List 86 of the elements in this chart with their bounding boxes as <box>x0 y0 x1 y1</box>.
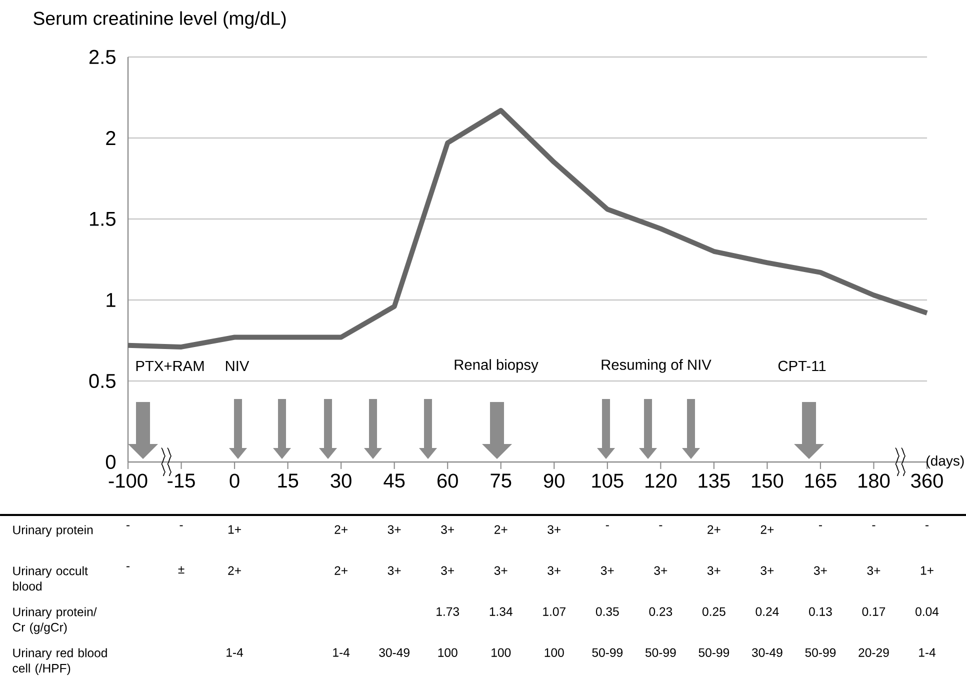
text: 20-29 <box>858 648 889 657</box>
text: 0.17 <box>862 607 886 616</box>
text: 1.07 <box>543 607 566 616</box>
text: 3+ <box>654 566 668 575</box>
text: 3+ <box>867 566 880 575</box>
x-tick-label: 180 <box>858 474 890 488</box>
text: 1-4 <box>226 648 244 657</box>
text: 1.73 <box>436 607 460 616</box>
y-tick-label: Urinary protein/ Cr (g/gCr) <box>12 607 97 634</box>
text: - <box>659 525 662 526</box>
text: - <box>818 525 822 526</box>
x-tick-label: 150 <box>752 474 784 488</box>
text: 2+ <box>760 525 774 534</box>
text: - <box>872 525 876 526</box>
annotation: CPT-11 <box>778 360 826 372</box>
text: 0.13 <box>809 607 832 616</box>
x-tick-label: 0 <box>230 474 240 488</box>
text: 1-4 <box>919 648 936 657</box>
x-tick-label: -100 <box>108 474 148 488</box>
y-tick-label: 1 <box>106 293 116 307</box>
text: 1+ <box>228 525 241 534</box>
y-axis-title: Serum creatinine level (mg/dL) <box>34 11 286 29</box>
y-tick-label: Urinary occult blood <box>13 566 88 591</box>
x-tick-label: 45 <box>384 474 405 488</box>
text: 3+ <box>388 566 401 575</box>
text: - <box>126 566 130 568</box>
text: 3+ <box>441 566 454 575</box>
text: 3+ <box>600 566 614 575</box>
y-tick-label: 2.5 <box>90 50 116 64</box>
text: 1-4 <box>333 648 350 657</box>
text: 3+ <box>388 525 401 534</box>
text: - <box>126 525 130 526</box>
text: 2+ <box>708 525 720 534</box>
text: 0.04 <box>916 607 939 616</box>
annotation: PTX+RAM <box>136 360 204 372</box>
x-tick-label: 135 <box>698 474 730 488</box>
x-tick-label: 360 <box>911 474 943 488</box>
text: 2+ <box>334 566 348 575</box>
text: 100 <box>438 648 458 657</box>
x-tick-label: 30 <box>330 474 352 488</box>
y-tick-label: 2 <box>106 131 116 145</box>
y-tick-label: 1.5 <box>90 212 116 226</box>
text: 3+ <box>494 566 508 575</box>
y-tick-label: Urinary red blood cell (/HPF) <box>12 648 107 676</box>
text: - <box>606 525 609 526</box>
y-tick-label: 0.5 <box>89 374 116 388</box>
text: 0.35 <box>596 607 619 616</box>
text: 1.34 <box>490 607 512 616</box>
text: 3+ <box>707 566 720 575</box>
text: 30-49 <box>379 648 410 657</box>
text: 100 <box>544 648 564 657</box>
text: 50-99 <box>805 648 836 657</box>
x-tick-label: 165 <box>805 474 836 488</box>
text: ± <box>178 566 184 574</box>
annotation: Resuming of NIV <box>602 359 712 373</box>
text: - <box>180 525 183 526</box>
text: 30-49 <box>752 648 782 657</box>
annotation: Renal biopsy <box>454 359 538 373</box>
text: 3+ <box>441 525 454 534</box>
x-tick-label: 105 <box>592 474 624 488</box>
text: 3+ <box>548 525 561 534</box>
x-tick-label: 120 <box>646 474 677 488</box>
x-tick-label: 15 <box>278 474 298 488</box>
text: 3+ <box>760 566 774 575</box>
x-tick-label: 75 <box>490 474 512 488</box>
x-axis-title: (days) <box>926 455 964 469</box>
text: 2+ <box>334 525 348 534</box>
text: 2+ <box>228 566 241 575</box>
text: - <box>926 525 928 526</box>
text: 0.25 <box>702 607 726 616</box>
text: 50-99 <box>698 648 730 657</box>
text: 50-99 <box>592 648 623 657</box>
y-tick-label: 0 <box>106 454 116 470</box>
x-tick-label: 90 <box>544 474 564 488</box>
x-tick-label: 60 <box>438 474 458 488</box>
text: 50-99 <box>645 648 676 657</box>
annotation: NIV <box>226 360 250 372</box>
text: 0.23 <box>649 607 672 616</box>
text: 100 <box>492 648 511 657</box>
text: 2+ <box>494 525 508 534</box>
x-tick-label: -15 <box>168 474 195 488</box>
y-tick-label: Urinary protein <box>13 525 93 537</box>
text: 3+ <box>814 566 827 575</box>
text: 1+ <box>920 566 934 575</box>
text: 0.24 <box>756 607 779 616</box>
text: 3+ <box>548 566 561 575</box>
